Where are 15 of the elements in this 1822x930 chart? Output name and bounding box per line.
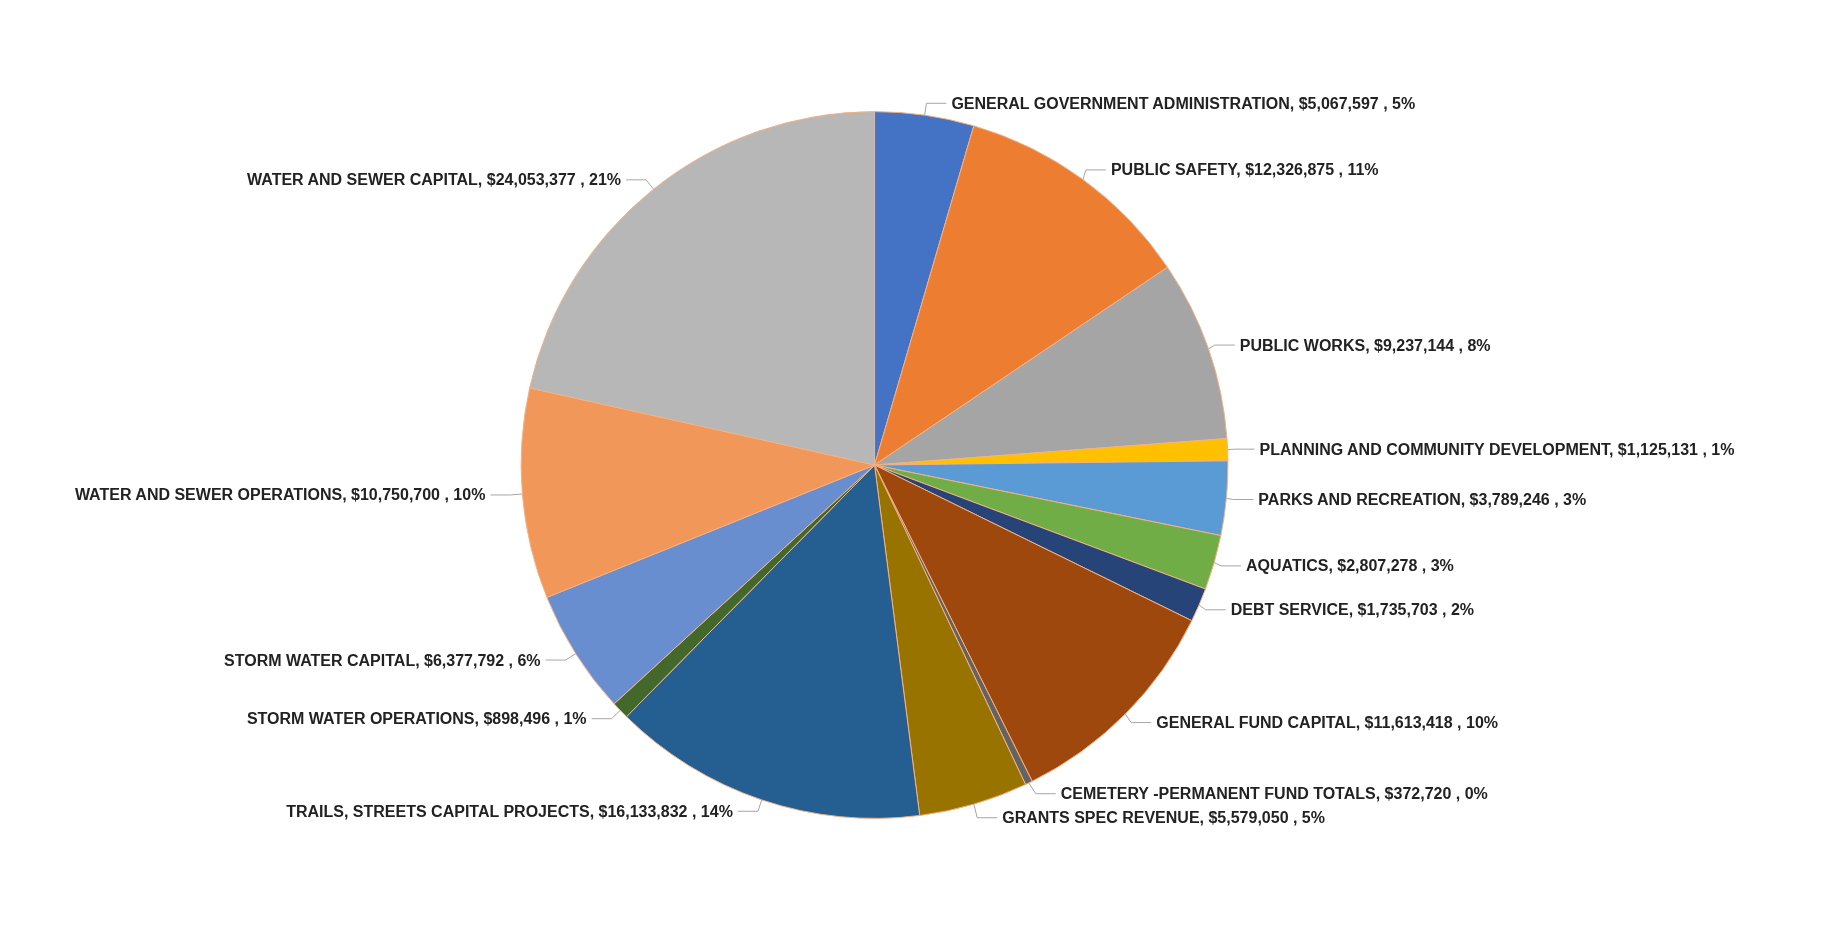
slice-label: PARKS AND RECREATION, $3,789,246 , 3%: [1258, 491, 1587, 509]
slice-label: PUBLIC WORKS, $9,237,144 , 8%: [1239, 336, 1491, 354]
slice-label: TRAILS, STREETS CAPITAL PROJECTS, $16,133,832 , 14%: [286, 802, 733, 820]
slice-label: DEBT SERVICE, $1,735,703 , 2%: [1230, 601, 1475, 619]
slice-label: GENERAL FUND CAPITAL, $11,613,418 , 10%: [1156, 714, 1499, 732]
slice-label: WATER AND SEWER CAPITAL, $24,053,377 , 21%: [247, 171, 622, 189]
slice-label: CEMETERY -PERMANENT FUND TOTALS, $372,720 , 0%: [1060, 785, 1488, 803]
slice-label: GENERAL GOVERNMENT ADMINISTRATION, $5,067,597 , 5%: [951, 94, 1416, 112]
slice-label: WATER AND SEWER OPERATIONS, $10,750,700 , 10%: [74, 486, 486, 504]
slice-label: STORM WATER CAPITAL, $6,377,792 , 6%: [224, 651, 541, 669]
slice-label: AQUATICS, $2,807,278 , 3%: [1246, 557, 1454, 575]
slice-label: PLANNING AND COMMUNITY DEVELOPMENT, $1,125,131 , 1%: [1259, 440, 1735, 458]
slice-label: PUBLIC SAFETY, $12,326,875 , 11%: [1110, 161, 1379, 179]
slice-label: STORM WATER OPERATIONS, $898,496 , 1%: [246, 710, 587, 728]
slice-label: GRANTS SPEC REVENUE, $5,579,050 , 5%: [1002, 809, 1325, 827]
